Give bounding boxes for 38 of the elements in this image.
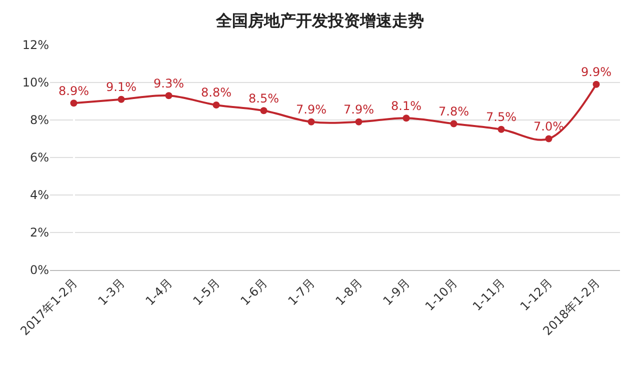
data-label: 7.8% [438,104,469,118]
y-tick-label: 12% [22,38,49,52]
data-label: 7.9% [344,102,374,117]
chart-title: 全国房地产开发投资增速走势 [215,10,424,30]
data-label: 7.5% [486,110,516,124]
data-label: 9.3% [154,76,184,90]
point [592,80,600,88]
y-tick-label: 4% [30,188,49,202]
data-label: 7.9% [296,102,326,117]
y-tick-label: 8% [30,113,49,128]
point [118,96,125,103]
x-tick-label: 1-8月 [332,276,366,308]
x-tick-label: 1-5月 [190,276,223,308]
point [165,92,172,100]
point [355,118,362,126]
point [70,100,78,107]
x-tick-label: 1-4月 [142,276,176,308]
data-label: 8.5% [248,91,279,106]
point [212,102,220,108]
data-label: 8.9% [58,84,89,98]
y-tick-label: 10% [22,76,49,90]
data-label: 8.8% [201,86,232,100]
y-tick-label: 2% [30,226,49,240]
point [260,107,268,114]
point [450,120,458,128]
point [402,114,410,122]
point [498,126,505,133]
y-tick-label: 0% [30,263,49,278]
x-tick-label: 1-9月 [380,276,413,308]
point [308,118,315,126]
x-tick-label: 1-6月 [238,276,270,308]
x-tick-label: 1-7月 [285,276,318,308]
data-label: 9.1% [106,80,136,94]
y-tick-label: 6% [30,150,49,165]
data-label: 9.9% [581,65,612,80]
point [545,135,552,142]
x-tick-label: 1-3月 [95,276,128,308]
data-label: 8.1% [391,98,422,113]
